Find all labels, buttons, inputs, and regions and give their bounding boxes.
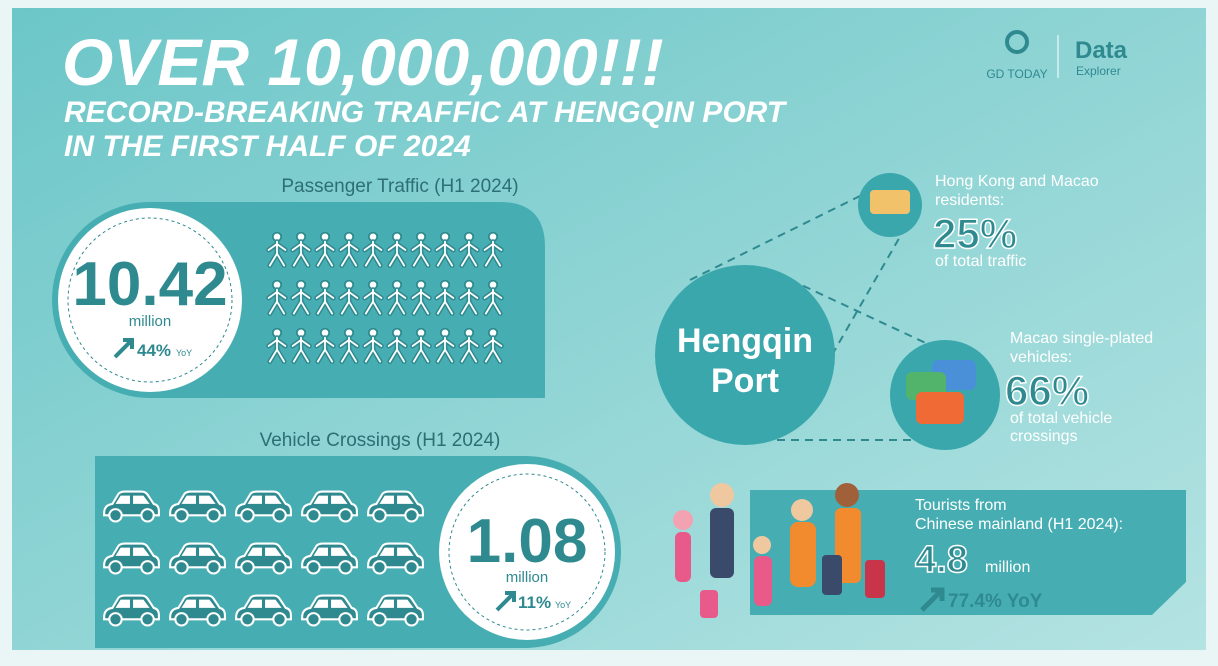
- residents-label: Hong Kong and Macao: [935, 173, 1099, 190]
- tourists-label: Tourists from: [915, 497, 1007, 514]
- up-arrow: [113, 338, 134, 359]
- single-plated-value: 66%: [1005, 367, 1089, 414]
- residents-note: of total traffic: [935, 253, 1026, 270]
- change: 44%: [137, 341, 171, 360]
- single-plated-label: Macao single-plated: [1010, 330, 1153, 347]
- hub-label: Port: [711, 362, 779, 400]
- single-plated-note: of total vehicle: [1010, 410, 1112, 427]
- logo-text: Explorer: [1076, 64, 1121, 78]
- unit: million: [985, 559, 1030, 576]
- car-icon-orange: [916, 392, 964, 424]
- subheadline: IN THE FIRST HALF OF 2024: [64, 130, 471, 163]
- subheadline: RECORD-BREAKING TRAFFIC AT HENGQIN PORT: [64, 96, 788, 129]
- tourists-label: Chinese mainland (H1 2024):: [915, 516, 1123, 533]
- unit: million: [129, 313, 172, 330]
- logo-text: GD TODAY: [986, 67, 1047, 81]
- up-arrow: [495, 591, 516, 612]
- passenger-circle: [58, 208, 242, 392]
- change: 11%: [518, 593, 551, 612]
- residents-value: 25%: [933, 210, 1017, 257]
- vehicle-value: 1.08: [467, 507, 588, 576]
- change-unit: YoY: [176, 348, 192, 358]
- passenger-value: 10.42: [72, 250, 227, 319]
- residents-label: residents:: [935, 192, 1004, 209]
- up-arrow: [920, 587, 945, 612]
- dashed-ring: [67, 217, 233, 383]
- headline: OVER 10,000,000!!!: [62, 25, 664, 99]
- vehicle-circle: [439, 464, 615, 640]
- single-plated-note: crossings: [1010, 428, 1078, 445]
- hub-circle: [655, 265, 835, 445]
- gd-logo-icon: [1005, 30, 1029, 54]
- change-unit: YoY: [555, 600, 571, 610]
- section-title: Vehicle Crossings (H1 2024): [260, 430, 501, 451]
- unit: million: [506, 569, 549, 586]
- dashed-ring: [448, 473, 606, 631]
- residents-icon: [870, 190, 910, 214]
- tourists-value: 4.8: [915, 539, 968, 581]
- change: 77.4% YoY: [948, 591, 1043, 612]
- tourist-figures: [673, 483, 885, 618]
- hub-label: Hengqin: [677, 322, 813, 360]
- single-plated-label: vehicles:: [1010, 349, 1072, 366]
- logo-text: Data: [1075, 37, 1128, 64]
- section-title: Passenger Traffic (H1 2024): [281, 176, 518, 197]
